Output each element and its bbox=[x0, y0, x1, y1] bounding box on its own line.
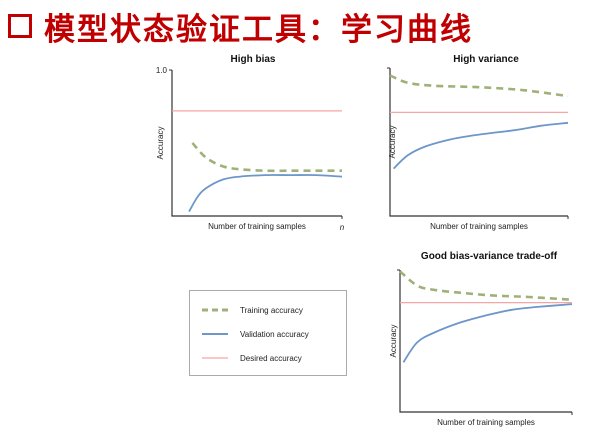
legend-label-desired: Desired accuracy bbox=[240, 353, 302, 363]
y-axis-label: Accuracy bbox=[156, 127, 165, 160]
legend-label-validation: Validation accuracy bbox=[240, 329, 309, 339]
dashed-line-icon bbox=[202, 308, 228, 312]
validation-accuracy-line bbox=[188, 174, 343, 213]
legend-label-training: Training accuracy bbox=[240, 305, 303, 315]
x-axis-label: Number of training samples bbox=[430, 222, 528, 231]
solid-line-icon bbox=[202, 333, 228, 335]
y-tick-label: 1.0 bbox=[156, 66, 168, 75]
x-axis-label: Number of training samples bbox=[437, 418, 535, 427]
chart-title: High variance bbox=[453, 54, 519, 65]
thin-line-icon bbox=[202, 357, 228, 359]
legend: Training accuracy Validation accuracy De… bbox=[189, 290, 347, 376]
square-bullet-icon bbox=[8, 14, 32, 38]
validation-accuracy-line bbox=[392, 121, 569, 170]
training-accuracy-line bbox=[389, 74, 569, 98]
axis-lines bbox=[171, 70, 342, 217]
legend-item-desired: Desired accuracy bbox=[202, 351, 302, 365]
slide-title: 模型状态验证工具：学习曲线 bbox=[8, 4, 473, 48]
y-axis-label: Accuracy bbox=[388, 126, 397, 159]
chart-title: Good bias-variance trade-off bbox=[421, 251, 558, 262]
chart-title: High bias bbox=[230, 54, 275, 65]
title-text: 模型状态验证工具：学习曲线 bbox=[44, 11, 473, 48]
training-accuracy-line bbox=[399, 270, 573, 302]
y-axis-label: Accuracy bbox=[389, 325, 398, 358]
legend-item-validation: Validation accuracy bbox=[202, 327, 309, 341]
x-axis-label: Number of training samples bbox=[208, 222, 306, 231]
validation-accuracy-line bbox=[402, 303, 573, 363]
x-tick-label: n bbox=[340, 223, 345, 232]
axis-lines bbox=[399, 270, 572, 413]
legend-item-training: Training accuracy bbox=[202, 303, 303, 317]
axis-lines bbox=[389, 68, 568, 217]
